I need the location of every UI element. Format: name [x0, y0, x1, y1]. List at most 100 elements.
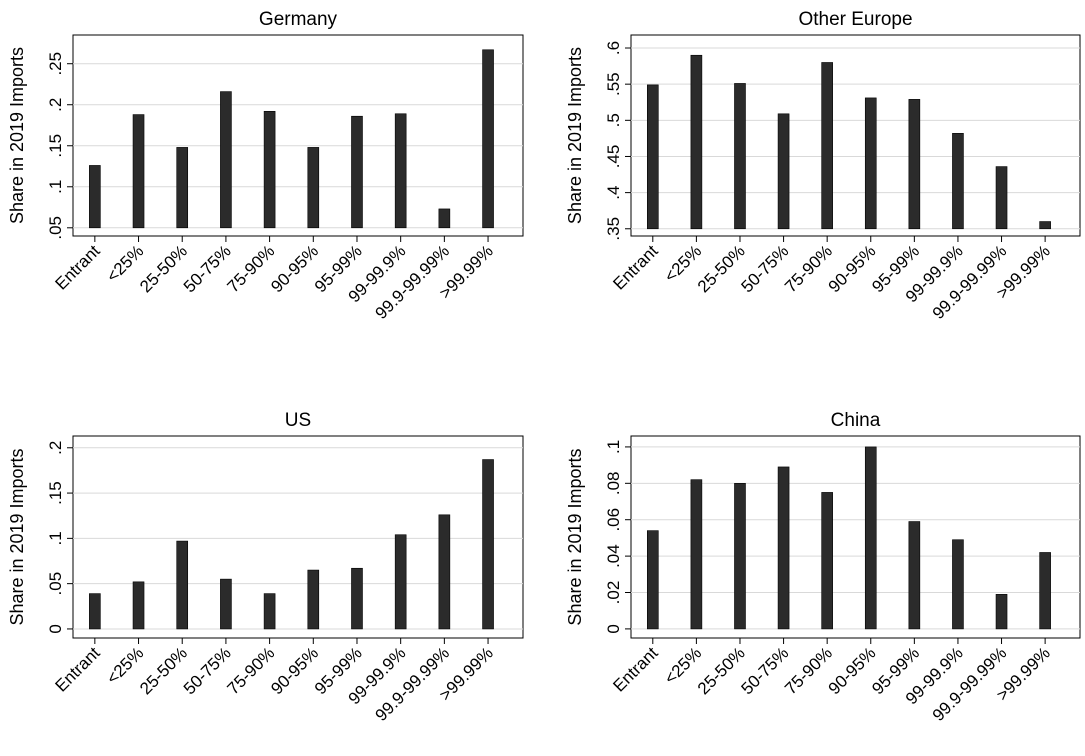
x-tick-label: Entrant [51, 643, 103, 695]
y-tick-label: .15 [46, 134, 65, 158]
chart-title: US [285, 410, 311, 431]
chart-title: China [831, 410, 881, 431]
bar [1039, 221, 1051, 230]
y-tick-label: .1 [46, 180, 65, 194]
bar [176, 147, 189, 229]
y-axis-label: Share in 2019 Imports [7, 448, 27, 625]
bar [482, 459, 494, 630]
bar [777, 113, 790, 230]
x-tick-label: 25-50% [694, 241, 749, 296]
bar [646, 84, 659, 230]
x-tick-label: 50-75% [180, 643, 235, 698]
y-tick-label: .1 [604, 440, 623, 454]
bar [821, 492, 833, 630]
y-tick-label: .35 [604, 217, 623, 241]
bar [734, 483, 746, 630]
x-tick-label: 75-90% [224, 643, 279, 698]
plot-frame [72, 435, 524, 639]
bar [734, 83, 746, 230]
bar [394, 113, 407, 229]
y-axis-label: Share in 2019 Imports [565, 448, 585, 625]
bar [220, 91, 232, 229]
bar [690, 479, 703, 630]
x-tick-label: 50-75% [180, 241, 235, 296]
bar [864, 97, 877, 230]
bar [89, 593, 101, 630]
y-tick-label: .06 [604, 508, 623, 532]
bar [394, 534, 407, 630]
x-tick-label: 25-50% [136, 643, 191, 698]
y-tick-label: .4 [604, 186, 623, 200]
x-tick-label: 50-75% [738, 241, 793, 296]
x-tick-label: Entrant [609, 241, 661, 293]
y-tick-label: .6 [604, 41, 623, 55]
y-tick-label: .5 [604, 113, 623, 127]
y-tick-label: 0 [604, 624, 623, 633]
y-tick-label: .2 [46, 441, 65, 455]
y-tick-label: .2 [46, 98, 65, 112]
bar [438, 514, 451, 630]
x-tick-label: Entrant [609, 643, 661, 695]
bar [1039, 552, 1051, 630]
x-tick-label: 75-90% [224, 241, 279, 296]
bar [995, 594, 1008, 630]
bar [263, 593, 276, 630]
y-axis-label: Share in 2019 Imports [565, 47, 585, 224]
x-tick-label: 50-75% [738, 643, 793, 698]
bar [864, 446, 877, 630]
y-tick-label: .45 [604, 145, 623, 169]
x-tick-label: 90-95% [825, 643, 880, 698]
y-tick-label: .25 [46, 52, 65, 76]
y-tick-label: .08 [604, 471, 623, 495]
y-tick-label: .02 [604, 581, 623, 605]
bar [995, 166, 1008, 230]
y-axis-label: Share in 2019 Imports [7, 47, 27, 224]
x-tick-label: 25-50% [136, 241, 191, 296]
x-tick-label: 75-90% [781, 241, 836, 296]
bar [821, 62, 833, 230]
bar [307, 569, 320, 630]
bar [438, 208, 451, 229]
bar [908, 521, 921, 630]
x-tick-label: 90-95% [267, 241, 322, 296]
x-tick-label: 25-50% [694, 643, 749, 698]
x-tick-label: 90-95% [267, 643, 322, 698]
bar [176, 540, 189, 630]
x-tick-label: 75-90% [781, 643, 836, 698]
chart-title: Germany [259, 9, 338, 30]
bar [307, 147, 320, 229]
bar [646, 530, 659, 630]
bar [952, 539, 964, 630]
bar [952, 133, 964, 230]
y-tick-label: .05 [46, 572, 65, 596]
x-tick-label: Entrant [51, 241, 103, 293]
bar [351, 567, 363, 630]
bar [690, 54, 703, 230]
bar [132, 114, 145, 229]
plot-frame [630, 435, 1081, 639]
bar [482, 49, 494, 229]
y-tick-label: 0 [46, 624, 65, 633]
plot-frame [72, 34, 524, 237]
chart-title: Other Europe [798, 9, 912, 30]
bar [351, 115, 363, 229]
bar [777, 466, 790, 630]
bar [89, 165, 101, 229]
bar [263, 110, 276, 229]
y-tick-label: .55 [604, 72, 623, 96]
bar [132, 581, 145, 630]
x-tick-label: 90-95% [825, 241, 880, 296]
bar [220, 578, 232, 630]
bar [908, 99, 921, 230]
y-tick-label: .1 [46, 531, 65, 545]
y-tick-label: .15 [46, 481, 65, 505]
plot-frame [630, 34, 1081, 237]
y-tick-label: .04 [604, 544, 623, 568]
y-tick-label: .05 [46, 216, 65, 240]
